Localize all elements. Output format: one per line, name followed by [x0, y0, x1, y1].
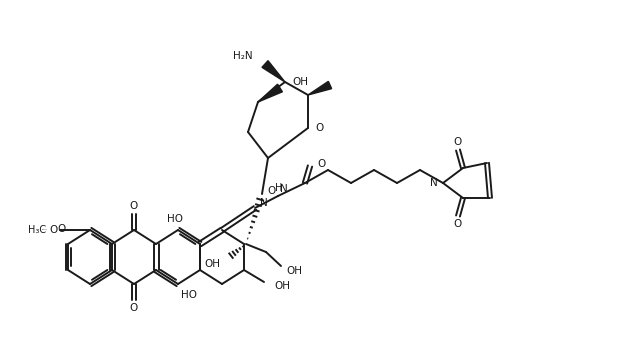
Text: H: H [275, 183, 283, 193]
Text: OH: OH [274, 281, 290, 291]
Text: H₂N: H₂N [233, 51, 253, 61]
Text: O: O [454, 137, 462, 147]
Text: H₃C: H₃C [28, 225, 46, 235]
Text: HO: HO [167, 214, 183, 224]
Text: methoxy: methoxy [42, 228, 48, 230]
Text: OH: OH [286, 266, 302, 276]
Polygon shape [262, 61, 285, 82]
Text: O: O [267, 186, 275, 196]
Text: O: O [454, 219, 462, 229]
Text: O: O [58, 224, 66, 234]
Polygon shape [308, 81, 332, 95]
Text: O: O [317, 159, 326, 169]
Text: O: O [315, 123, 323, 133]
Text: OH: OH [292, 77, 308, 87]
Text: N: N [430, 178, 438, 188]
Text: O: O [130, 303, 138, 313]
Text: O: O [130, 201, 138, 211]
Polygon shape [258, 84, 283, 102]
Text: N: N [280, 184, 288, 194]
Text: HO: HO [181, 290, 197, 300]
Text: N: N [260, 198, 268, 208]
Text: O: O [50, 225, 58, 235]
Text: OH: OH [204, 259, 220, 269]
